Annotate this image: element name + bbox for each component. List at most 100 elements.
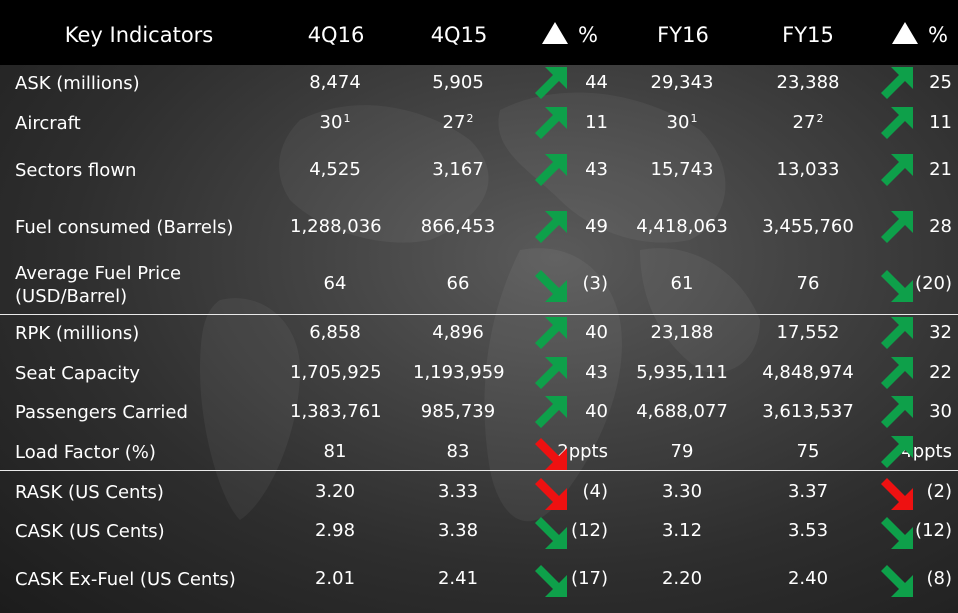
value-q16: 6,858 <box>290 322 380 343</box>
up-arrow-icon <box>535 154 567 186</box>
footnote-marker: 2 <box>816 112 824 125</box>
change-fpct: 32 <box>929 322 952 343</box>
indicator-label: ASK (millions) <box>15 73 140 94</box>
value-fy15-text: 23,388 <box>776 72 840 93</box>
change-qpct: 40 <box>585 401 608 422</box>
value-fy15: 23,388 <box>762 72 854 93</box>
value-fy16: 4,688,077 <box>636 401 728 422</box>
value-fy16: 61 <box>636 273 728 294</box>
up-arrow-icon <box>535 317 567 349</box>
value-fy15: 3.37 <box>762 481 854 502</box>
value-fy15: 75 <box>762 441 854 462</box>
value-q15: 2.41 <box>413 568 503 589</box>
footnote-marker: 1 <box>690 112 698 125</box>
value-fy16: 3.12 <box>636 520 728 541</box>
down-arrow-icon <box>535 478 567 510</box>
change-fpct: (8) <box>926 568 953 589</box>
value-fy15-text: 2.40 <box>787 568 829 589</box>
value-q16: 2.01 <box>290 568 380 589</box>
indicator-label: Average Fuel Price (USD/Barrel) <box>15 263 182 307</box>
value-q15: 66 <box>413 273 503 294</box>
value-fy16: 23,188 <box>636 322 728 343</box>
value-q16: 1,288,036 <box>290 216 382 237</box>
change-fpct: 4ppts <box>901 441 952 462</box>
up-arrow-icon <box>881 317 913 349</box>
value-q16: 4,525 <box>290 159 380 180</box>
value-q16-text: 81 <box>323 441 347 462</box>
value-q16-text: 4,525 <box>309 159 361 180</box>
value-fy15: 2.40 <box>762 568 854 589</box>
change-qpct: 2ppts <box>557 441 608 462</box>
value-fy16-text: 2.20 <box>661 568 703 589</box>
value-q16: 1,705,925 <box>290 362 382 383</box>
triangle-delta-icon <box>542 22 569 44</box>
value-q15-text: 27 <box>442 112 466 133</box>
indicator-label: Sectors flown <box>15 160 137 181</box>
value-q15-text: 985,739 <box>420 401 496 422</box>
value-fy16: 2.20 <box>636 568 728 589</box>
value-fy16-text: 5,935,111 <box>636 362 728 383</box>
section-divider <box>0 314 958 315</box>
value-fy16-text: 79 <box>670 441 694 462</box>
value-q15: 83 <box>413 441 503 462</box>
change-qpct: 11 <box>585 112 608 133</box>
value-fy16-text: 3.12 <box>661 520 703 541</box>
change-fpct: 25 <box>929 72 952 93</box>
value-fy15: 3,455,760 <box>762 216 854 237</box>
value-q15-text: 1,193,959 <box>413 362 505 383</box>
down-arrow-icon <box>535 517 567 549</box>
value-fy15: 17,552 <box>762 322 854 343</box>
footnote-marker: 1 <box>343 112 351 125</box>
indicator-label: CASK (US Cents) <box>15 521 165 542</box>
value-fy15-text: 4,848,974 <box>762 362 854 383</box>
down-arrow-icon <box>881 565 913 597</box>
header-year-change: % <box>880 0 958 65</box>
value-q15-text: 5,905 <box>432 72 484 93</box>
change-fpct: (2) <box>926 481 953 502</box>
value-fy16: 4,418,063 <box>636 216 728 237</box>
value-q16: 64 <box>290 273 380 294</box>
value-q16: 301 <box>290 112 380 133</box>
down-arrow-icon <box>881 270 913 302</box>
value-q16-text: 3.20 <box>314 481 356 502</box>
down-arrow-icon <box>535 270 567 302</box>
value-fy16: 79 <box>636 441 728 462</box>
change-fpct: (20) <box>915 273 952 294</box>
indicator-label: RPK (millions) <box>15 323 140 344</box>
up-arrow-icon <box>535 211 567 243</box>
up-arrow-icon <box>881 396 913 428</box>
table-header: Key Indicators 4Q16 4Q15 % FY16 FY15 % <box>0 0 958 65</box>
value-q15-text: 83 <box>446 441 470 462</box>
value-fy16: 301 <box>636 112 728 133</box>
value-q15: 5,905 <box>413 72 503 93</box>
change-fpct: 22 <box>929 362 952 383</box>
section-divider <box>0 470 958 471</box>
value-fy16: 29,343 <box>636 72 728 93</box>
change-fpct: 28 <box>929 216 952 237</box>
header-label: Key Indicators <box>64 23 214 47</box>
header-fy16: FY16 <box>657 23 709 47</box>
change-fpct: 21 <box>929 159 952 180</box>
down-arrow-icon <box>881 517 913 549</box>
up-arrow-icon <box>881 211 913 243</box>
value-q15-text: 4,896 <box>432 322 484 343</box>
value-q16-text: 6,858 <box>309 322 361 343</box>
up-arrow-icon <box>881 67 913 99</box>
value-q16: 8,474 <box>290 72 380 93</box>
value-q15-text: 866,453 <box>420 216 496 237</box>
value-q15: 4,896 <box>413 322 503 343</box>
value-fy15: 4,848,974 <box>762 362 854 383</box>
change-fpct: 30 <box>929 401 952 422</box>
change-fpct: 11 <box>929 112 952 133</box>
up-arrow-icon <box>881 436 913 468</box>
value-q15-text: 3,167 <box>432 159 484 180</box>
value-fy16-text: 3.30 <box>661 481 703 502</box>
up-arrow-icon <box>535 67 567 99</box>
value-fy16-text: 4,688,077 <box>636 401 728 422</box>
value-fy15-text: 3,613,537 <box>762 401 854 422</box>
change-qpct: 43 <box>585 159 608 180</box>
up-arrow-icon <box>535 396 567 428</box>
value-q16-text: 64 <box>323 273 347 294</box>
